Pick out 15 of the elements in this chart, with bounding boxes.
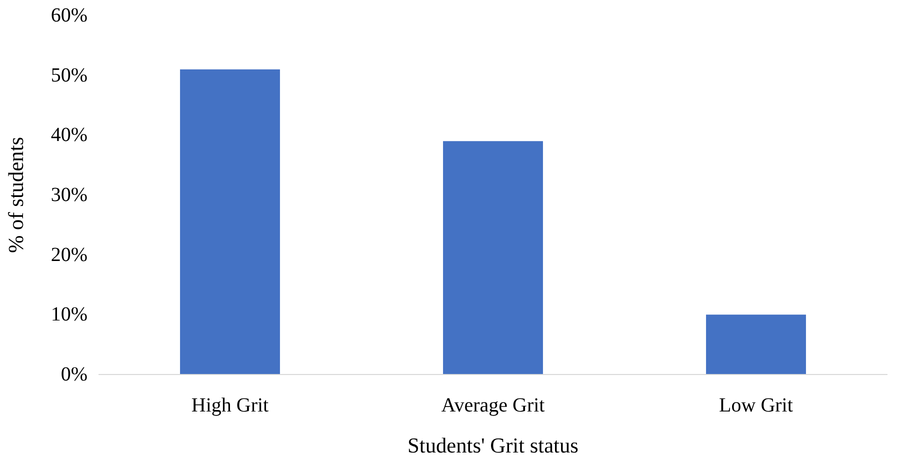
bar — [706, 314, 806, 374]
x-tick-label: Low Grit — [719, 394, 794, 416]
y-tick-label: 30% — [50, 184, 88, 206]
x-tick-label: High Grit — [191, 394, 270, 416]
y-tick-label: 20% — [50, 244, 88, 266]
bar — [180, 69, 280, 374]
x-axis-title: Students' Grit status — [408, 434, 578, 458]
y-axis-title: % of students — [4, 136, 28, 254]
x-tick-label: Average Grit — [441, 394, 546, 416]
y-tick-label: 40% — [50, 124, 88, 146]
y-tick-label: 60% — [50, 4, 88, 26]
y-tick-label: 0% — [60, 364, 88, 386]
y-tick-label: 10% — [50, 304, 88, 326]
y-tick-label: 50% — [50, 64, 88, 86]
bar — [443, 141, 543, 374]
